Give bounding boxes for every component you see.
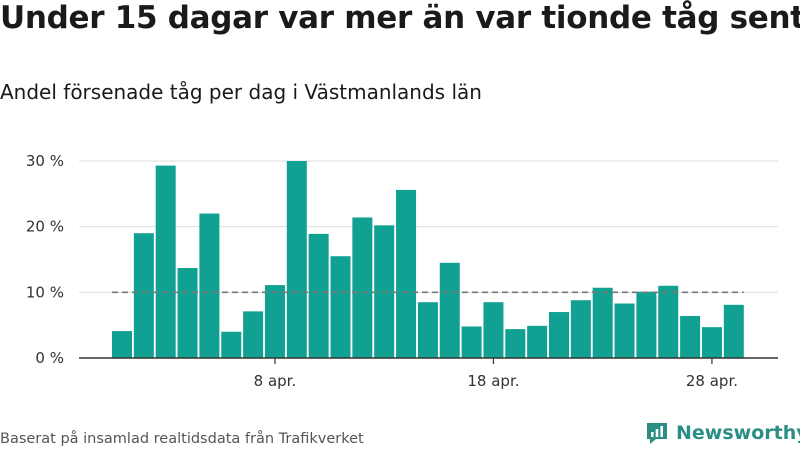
y-tick-label: 20 % xyxy=(26,218,64,236)
bar xyxy=(133,233,154,358)
axes: 0 % 10 % 20 % 30 % 8 apr. 18 apr. 28 apr. xyxy=(26,152,778,390)
bar xyxy=(505,329,526,358)
bar xyxy=(264,285,285,358)
bar xyxy=(483,302,504,358)
bar xyxy=(308,233,329,358)
bar xyxy=(286,161,307,358)
bar xyxy=(723,304,744,358)
bar xyxy=(112,331,132,358)
bar xyxy=(396,189,417,358)
bar xyxy=(177,268,198,358)
y-tick-label: 30 % xyxy=(26,152,64,170)
chart-subtitle: Andel försenade tåg per dag i Västmanlan… xyxy=(0,80,482,104)
bar xyxy=(527,325,548,358)
chart-title: Under 15 dagar var mer än var tionde tåg… xyxy=(0,0,800,36)
brand-logo: Newsworthy xyxy=(644,419,800,447)
source-note: Baserat på insamlad realtidsdata från Tr… xyxy=(0,431,364,447)
bar xyxy=(680,315,701,358)
bar xyxy=(701,327,722,358)
bar xyxy=(330,256,351,358)
x-tick-label: 18 apr. xyxy=(467,372,519,390)
bar xyxy=(658,285,679,358)
bar xyxy=(352,217,373,358)
x-tick-label: 28 apr. xyxy=(686,372,738,390)
bar xyxy=(221,331,242,358)
bar xyxy=(592,287,613,358)
newsworthy-logo-icon xyxy=(647,423,667,444)
y-tick-label: 0 % xyxy=(35,349,64,367)
x-tick-label: 8 apr. xyxy=(254,372,297,390)
bar xyxy=(417,302,438,358)
bars xyxy=(112,161,744,358)
bar xyxy=(199,213,220,358)
bar-chart: 0 % 10 % 20 % 30 % 8 apr. 18 apr. 28 apr. xyxy=(26,152,778,390)
y-tick-label: 10 % xyxy=(26,283,64,301)
bar xyxy=(614,303,635,358)
bar xyxy=(570,300,591,358)
bar xyxy=(155,165,176,358)
bar xyxy=(636,291,657,358)
bar xyxy=(439,262,460,358)
bar xyxy=(461,326,482,358)
bar xyxy=(549,312,569,358)
brand-name: Newsworthy xyxy=(676,422,800,444)
bar xyxy=(243,311,264,358)
